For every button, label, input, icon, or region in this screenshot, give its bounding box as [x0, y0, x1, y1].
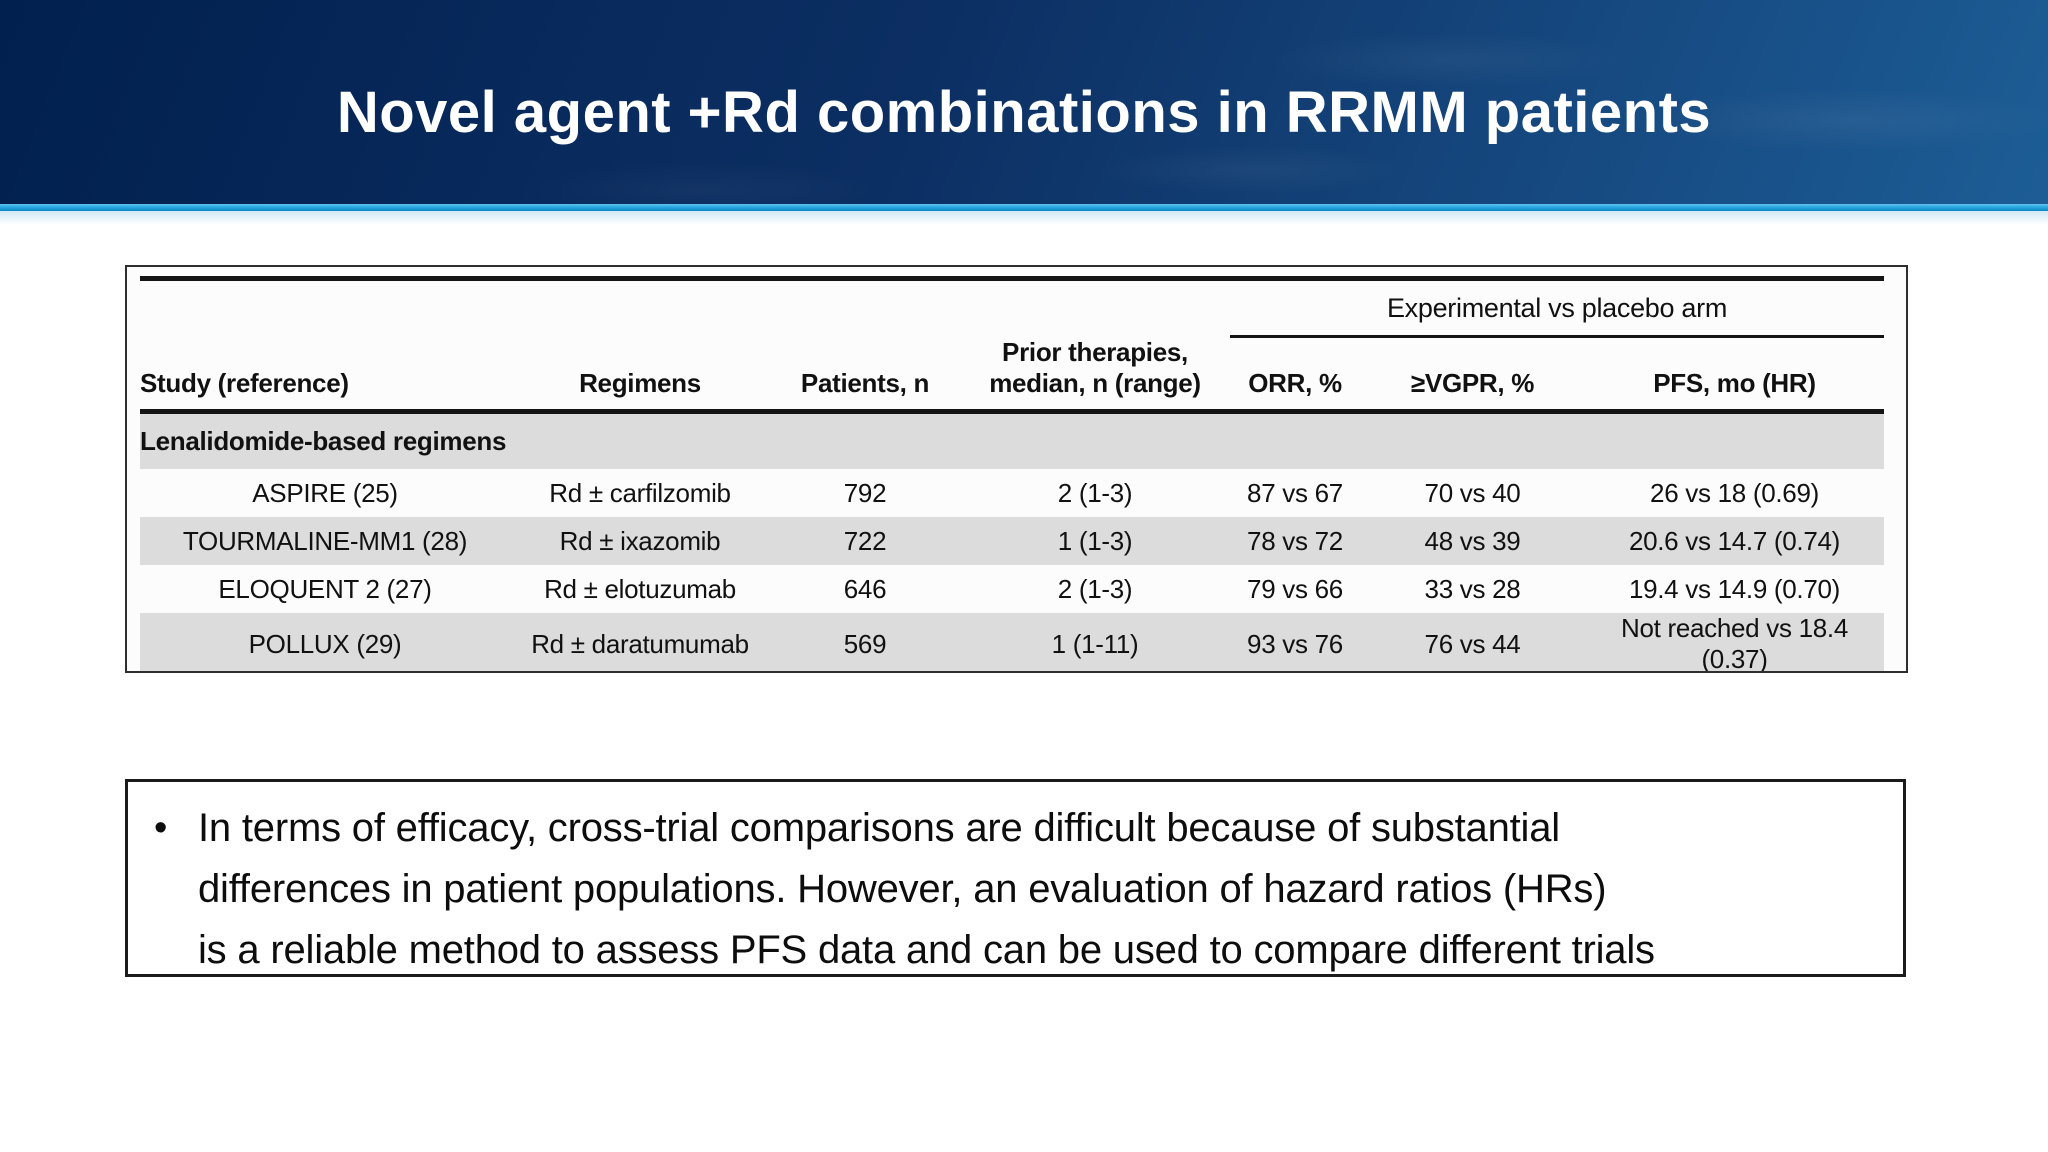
cell-prior-therapies: 1 (1-11) — [960, 613, 1230, 671]
cell-pfs: 26 vs 18 (0.69) — [1585, 469, 1884, 517]
trials-table: Experimental vs placebo arm Study (refer… — [140, 276, 1884, 671]
table-column-header-row: Study (reference) Regimens Patients, n P… — [140, 336, 1884, 414]
col-header-prior-line2: median, n (range) — [989, 367, 1201, 398]
cell-patients: 646 — [770, 565, 960, 613]
cell-pfs: Not reached vs 18.4 (0.37) — [1585, 613, 1884, 671]
col-header-vgpr: ≥VGPR, % — [1360, 336, 1585, 414]
col-header-orr: ORR, % — [1230, 336, 1360, 414]
table-row: ASPIRE (25) Rd ± carfilzomib 792 2 (1-3)… — [140, 469, 1884, 517]
cell-study: TOURMALINE-MM1 (28) — [140, 517, 510, 565]
slide-title: Novel agent +Rd combinations in RRMM pat… — [336, 80, 1712, 145]
cell-patients: 792 — [770, 469, 960, 517]
cell-pfs: 19.4 vs 14.9 (0.70) — [1585, 565, 1884, 613]
note-line-1: In terms of efficacy, cross-trial compar… — [198, 806, 1560, 850]
header-accent-line — [0, 204, 2048, 211]
cell-pfs: 20.6 vs 14.7 (0.74) — [1585, 517, 1884, 565]
cell-vgpr: 70 vs 40 — [1360, 469, 1585, 517]
table-row: POLLUX (29) Rd ± daratumumab 569 1 (1-11… — [140, 613, 1884, 671]
note-content: • In terms of efficacy, cross-trial comp… — [154, 798, 1893, 981]
section-label: Lenalidomide-based regimens — [140, 411, 1884, 469]
col-header-regimens: Regimens — [510, 336, 770, 414]
cell-orr: 79 vs 66 — [1230, 565, 1360, 613]
cell-prior-therapies: 2 (1-3) — [960, 469, 1230, 517]
cell-study: ELOQUENT 2 (27) — [140, 565, 510, 613]
header-accent-fade — [0, 211, 2048, 225]
cell-vgpr: 33 vs 28 — [1360, 565, 1585, 613]
cell-orr: 87 vs 67 — [1230, 469, 1360, 517]
col-header-study: Study (reference) — [140, 336, 510, 414]
cell-study: ASPIRE (25) — [140, 469, 510, 517]
table-row: ELOQUENT 2 (27) Rd ± elotuzumab 646 2 (1… — [140, 565, 1884, 613]
col-header-prior-therapies: Prior therapies, median, n (range) — [960, 336, 1230, 414]
cell-study: POLLUX (29) — [140, 613, 510, 671]
cell-orr: 93 vs 76 — [1230, 613, 1360, 671]
cell-regimens: Rd ± carfilzomib — [510, 469, 770, 517]
col-header-pfs: PFS, mo (HR) — [1585, 336, 1884, 414]
spanner-header-experimental-vs-placebo: Experimental vs placebo arm — [1230, 276, 1884, 338]
col-header-prior-line1: Prior therapies, — [1002, 336, 1188, 367]
cell-prior-therapies: 1 (1-3) — [960, 517, 1230, 565]
slide-title-band: Novel agent +Rd combinations in RRMM pat… — [0, 0, 2048, 204]
bullet-marker: • — [154, 807, 168, 849]
cell-patients: 722 — [770, 517, 960, 565]
table-row: TOURMALINE-MM1 (28) Rd ± ixazomib 722 1 … — [140, 517, 1884, 565]
note-box: • In terms of efficacy, cross-trial comp… — [125, 779, 1906, 977]
cell-regimens: Rd ± daratumumab — [510, 613, 770, 671]
note-line-3: is a reliable method to assess PFS data … — [198, 928, 1655, 972]
note-text: In terms of efficacy, cross-trial compar… — [198, 798, 1893, 981]
cell-vgpr: 76 vs 44 — [1360, 613, 1585, 671]
spanner-spacer-cell — [140, 276, 1230, 337]
note-line-2: differences in patient populations. Howe… — [198, 867, 1607, 911]
section-row-lenalidomide: Lenalidomide-based regimens — [140, 411, 1884, 469]
col-header-patients: Patients, n — [770, 336, 960, 414]
cell-prior-therapies: 2 (1-3) — [960, 565, 1230, 613]
cell-orr: 78 vs 72 — [1230, 517, 1360, 565]
cell-regimens: Rd ± ixazomib — [510, 517, 770, 565]
cell-vgpr: 48 vs 39 — [1360, 517, 1585, 565]
cell-patients: 569 — [770, 613, 960, 671]
cell-regimens: Rd ± elotuzumab — [510, 565, 770, 613]
table-spanner-row: Experimental vs placebo arm — [140, 276, 1884, 338]
trials-table-figure: Experimental vs placebo arm Study (refer… — [125, 265, 1908, 673]
